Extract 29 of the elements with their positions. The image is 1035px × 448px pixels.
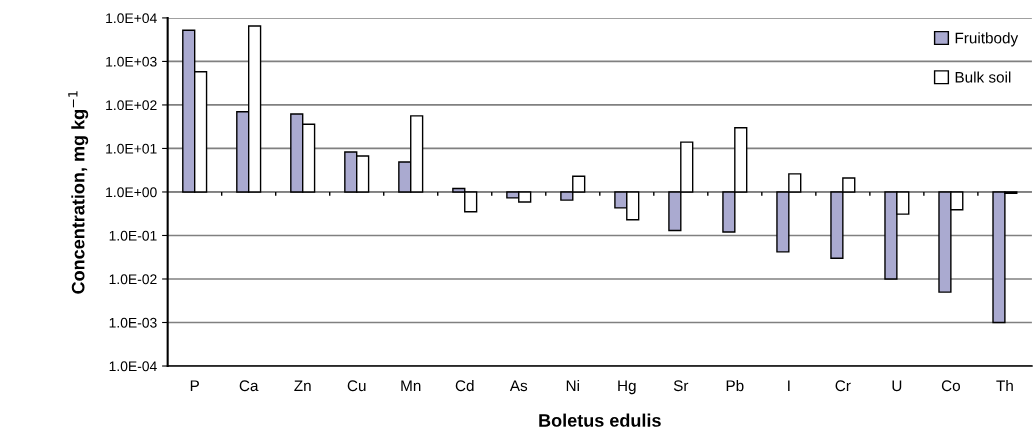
y-tick-label: 1.0E-02: [109, 274, 157, 285]
x-tick-label: P: [190, 380, 199, 391]
y-tick-label: 1.0E-03: [109, 317, 157, 328]
x-tick-label: Cd: [455, 379, 474, 392]
x-tick-label: Zn: [294, 380, 311, 391]
x-tick-label: U: [892, 380, 902, 392]
y-tick-label: 1.0E-04: [109, 361, 157, 372]
y-tick-label: 1.0E+04: [106, 13, 157, 24]
x-tick-label: Sr: [673, 380, 689, 392]
y-tick-label: 1.0E+03: [106, 56, 157, 67]
y-axis-title: Concentration, mg kg$^{−1}$: [68, 91, 89, 294]
y-tick-label: 1.0E+02: [106, 100, 157, 111]
x-tick-label: As: [509, 380, 528, 392]
x-axis-title: Boletus edulis: [539, 413, 661, 427]
x-tick-label: Cr: [835, 380, 851, 392]
x-tick-label: Cu: [347, 380, 366, 392]
legend-label: Bulk soil: [955, 71, 1011, 83]
x-tick-label: Mn: [401, 380, 421, 391]
x-tick-label: Th: [996, 379, 1013, 391]
x-tick-label: Hg: [618, 380, 636, 395]
y-tick-label: 1.0E-01: [109, 230, 157, 241]
x-tick-label: I: [788, 380, 790, 391]
y-tick-label: 1.0E+01: [106, 143, 157, 154]
x-tick-label: Ca: [239, 380, 259, 392]
legend-label: Fruitbody: [955, 32, 1019, 47]
x-tick-label: Ni: [566, 379, 579, 391]
x-tick-label: Pb: [726, 379, 744, 392]
x-tick-label: Co: [941, 380, 960, 392]
y-tick-label: 1.0E+00: [106, 187, 157, 198]
